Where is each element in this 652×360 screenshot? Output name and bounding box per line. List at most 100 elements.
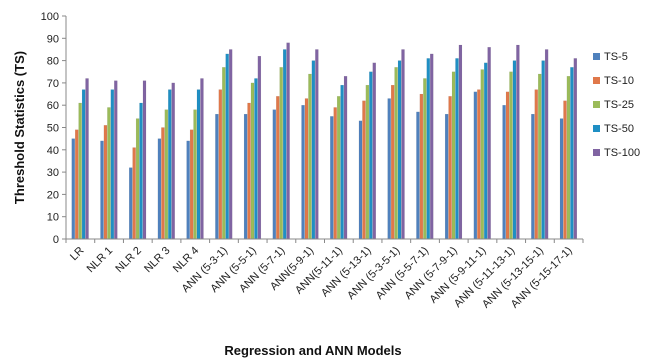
bar-ts-50-7 — [282, 49, 287, 240]
bar-ts-100-0 — [85, 78, 89, 240]
bar-ts-100-12 — [430, 53, 434, 240]
legend-label-ts-10: TS-10 — [604, 75, 634, 87]
bar-ts-100-10 — [372, 62, 376, 240]
bar-ts-10-12 — [419, 93, 424, 240]
y-tick-label: 50 — [47, 123, 59, 135]
x-tick-label: LR — [68, 245, 86, 263]
y-axis-title: Threshold Statistics (TS) — [12, 51, 27, 204]
bar-ts-25-5 — [222, 67, 226, 240]
legend-swatch-ts-5 — [593, 53, 600, 60]
legend-swatch-ts-10 — [593, 77, 600, 84]
y-tick-label: 100 — [41, 11, 59, 23]
bar-ts-10-16 — [534, 89, 538, 240]
legend-label-ts-25: TS-25 — [604, 99, 634, 111]
bar-ts-100-16 — [544, 49, 549, 240]
bar-ts-5-4 — [186, 140, 190, 240]
bar-ts-25-4 — [193, 109, 197, 240]
bar-ts-25-13 — [451, 71, 456, 240]
y-axis-ticks: 0 10 20 30 40 50 60 70 80 90 100 — [41, 11, 66, 246]
bar-ts-10-15 — [505, 91, 510, 240]
bar-ts-25-15 — [509, 71, 513, 240]
bar-ts-50-5 — [225, 53, 229, 240]
bar-ts-100-2 — [142, 80, 147, 240]
bar-ts-100-6 — [257, 55, 262, 240]
bar-ts-25-6 — [250, 82, 255, 240]
bar-ts-50-17 — [570, 67, 574, 240]
bar-ts-10-7 — [276, 96, 280, 240]
bar-ts-100-14 — [487, 47, 491, 240]
bar-ts-25-7 — [279, 67, 283, 240]
bar-ts-5-14 — [473, 91, 478, 240]
bar-ts-10-11 — [390, 84, 395, 240]
legend: TS-5 TS-10 TS-25 TS-50 TS-100 — [593, 51, 640, 159]
legend-swatch-ts-25 — [593, 101, 600, 108]
bar-ts-10-10 — [362, 100, 366, 240]
y-tick-label: 20 — [47, 189, 59, 201]
bar-ts-10-0 — [75, 129, 79, 240]
bar-ts-50-11 — [397, 60, 402, 240]
bar-ts-5-12 — [416, 111, 420, 240]
bar-ts-5-2 — [129, 167, 133, 240]
bar-ts-50-9 — [340, 84, 344, 240]
x-axis-title: Regression and ANN Models — [224, 343, 401, 358]
bar-ts-10-4 — [189, 129, 194, 240]
bar-ts-5-15 — [502, 105, 506, 240]
bar-ts-5-11 — [387, 98, 391, 240]
bar-ts-10-2 — [132, 147, 136, 240]
bar-ts-50-6 — [254, 78, 258, 240]
bar-ts-50-14 — [484, 62, 488, 240]
bar-ts-5-16 — [531, 113, 535, 240]
bar-ts-25-11 — [394, 67, 398, 240]
bar-ts-25-8 — [308, 73, 312, 240]
bar-ts-25-17 — [566, 76, 571, 240]
bar-ts-100-13 — [458, 44, 463, 240]
bar-ts-25-10 — [365, 84, 370, 240]
bar-ts-50-16 — [541, 60, 545, 240]
y-tick-label: 80 — [47, 56, 59, 68]
bar-ts-50-12 — [426, 58, 430, 240]
bar-ts-25-1 — [107, 107, 111, 240]
x-tick-label: NLR 2 — [113, 245, 144, 276]
legend-swatch-ts-50 — [593, 125, 600, 132]
bar-ts-10-1 — [103, 125, 108, 240]
bar-ts-5-13 — [444, 113, 449, 240]
bar-ts-5-7 — [272, 109, 276, 240]
bar-ts-100-7 — [286, 42, 290, 240]
bar-ts-100-5 — [228, 49, 233, 240]
bar-ts-10-9 — [333, 107, 337, 240]
bar-ts-5-6 — [243, 113, 248, 240]
legend-label-ts-100: TS-100 — [604, 147, 640, 159]
bar-ts-10-13 — [448, 96, 452, 240]
bar-ts-25-0 — [78, 102, 82, 240]
bar-ts-25-9 — [336, 96, 341, 240]
bar-ts-50-2 — [139, 102, 143, 240]
y-tick-label: 90 — [47, 33, 59, 45]
legend-label-ts-50: TS-50 — [604, 123, 634, 135]
bar-ts-5-10 — [358, 120, 363, 240]
bar-ts-25-12 — [423, 78, 427, 240]
bar-ts-5-1 — [100, 140, 104, 240]
bar-ts-5-17 — [559, 118, 564, 240]
x-tick-label: NLR 1 — [85, 245, 116, 276]
bar-ts-100-15 — [516, 44, 520, 240]
bar-ts-5-5 — [215, 113, 219, 240]
bar-ts-50-15 — [512, 60, 517, 240]
bar-ts-50-0 — [81, 89, 86, 240]
bar-ts-10-17 — [563, 100, 567, 240]
bar-ts-100-17 — [573, 58, 578, 240]
bar-ts-25-14 — [480, 69, 484, 240]
bar-ts-5-9 — [330, 116, 334, 240]
legend-label-ts-5: TS-5 — [604, 51, 628, 63]
bar-ts-25-2 — [135, 118, 140, 240]
y-tick-label: 30 — [47, 167, 59, 179]
y-tick-label: 10 — [47, 212, 59, 224]
bar-ts-50-4 — [196, 89, 201, 240]
y-tick-label: 40 — [47, 145, 59, 157]
legend-swatch-ts-100 — [593, 149, 600, 156]
bar-ts-50-1 — [110, 89, 115, 240]
bar-ts-100-9 — [343, 76, 348, 240]
bar-ts-5-8 — [301, 105, 305, 240]
bar-ts-100-3 — [171, 82, 175, 240]
